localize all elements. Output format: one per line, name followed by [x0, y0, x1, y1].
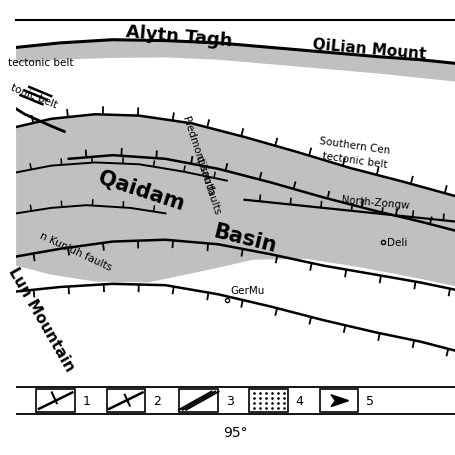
Text: Southern Cen: Southern Cen — [318, 136, 390, 156]
Text: GerMu: GerMu — [230, 285, 264, 295]
Text: QiLian Mount: QiLian Mount — [312, 37, 426, 61]
Polygon shape — [330, 395, 348, 407]
Text: 1: 1 — [83, 394, 91, 407]
Bar — [179, 389, 217, 413]
Text: 4: 4 — [295, 394, 303, 407]
Polygon shape — [16, 115, 454, 287]
Text: Deli: Deli — [386, 237, 407, 247]
Text: tectonic belt: tectonic belt — [321, 151, 388, 170]
Polygon shape — [288, 173, 454, 232]
Text: 3: 3 — [225, 394, 233, 407]
Bar — [249, 389, 288, 413]
Text: Qaidam: Qaidam — [96, 168, 187, 214]
Text: 5: 5 — [365, 394, 373, 407]
Text: North-Zongw: North-Zongw — [340, 195, 409, 211]
Text: 2: 2 — [153, 394, 161, 407]
Bar — [36, 389, 75, 413]
Text: n Kunluh faults: n Kunluh faults — [38, 230, 113, 272]
Bar — [106, 389, 145, 413]
Text: tonic belt: tonic belt — [9, 82, 58, 110]
Text: qilian faults: qilian faults — [194, 154, 222, 215]
Text: Piedmont south: Piedmont south — [181, 115, 215, 195]
Text: Alytn Tagh: Alytn Tagh — [124, 23, 232, 51]
Polygon shape — [16, 40, 454, 82]
Text: Lun Mountain: Lun Mountain — [5, 264, 77, 374]
Text: tectonic belt: tectonic belt — [7, 58, 73, 68]
Text: 95°: 95° — [223, 425, 248, 439]
Bar — [319, 389, 358, 413]
Text: Basin: Basin — [210, 222, 278, 256]
